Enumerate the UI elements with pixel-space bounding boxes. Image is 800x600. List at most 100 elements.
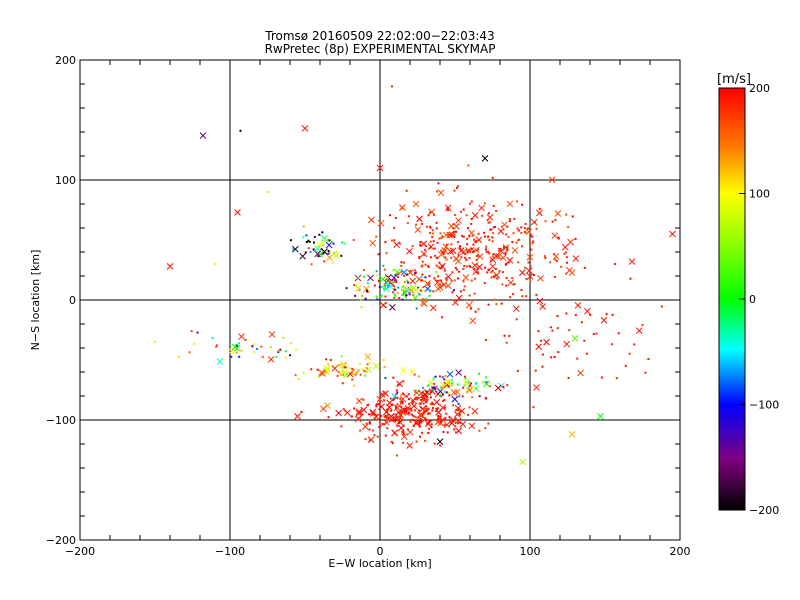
data-point-dot [454, 425, 457, 428]
data-point-dot [605, 313, 608, 316]
data-point-dot [491, 240, 494, 243]
data-point-dot [424, 417, 427, 420]
data-point-dot [420, 276, 423, 279]
data-point-dot [488, 238, 491, 241]
data-point-dot [611, 343, 614, 346]
data-point-dot [535, 227, 538, 230]
data-point-dot [477, 232, 480, 235]
data-point-dot [611, 313, 614, 316]
data-point-dot [394, 413, 397, 416]
data-point-dot [496, 277, 499, 280]
data-point-dot [470, 222, 473, 225]
data-point-dot [466, 251, 469, 254]
data-point-dot [237, 342, 240, 345]
data-point-dot [356, 371, 359, 374]
data-point-dot [400, 414, 403, 417]
data-point-dot [393, 296, 396, 299]
data-point-cross [378, 403, 385, 411]
data-point-dot [505, 233, 508, 236]
data-point-cross [395, 409, 403, 416]
data-point-dot [458, 247, 461, 250]
data-point-dot [556, 314, 559, 317]
data-point-dot [261, 355, 264, 358]
data-point-dot [360, 306, 363, 309]
data-point-dot [525, 278, 528, 281]
data-point-cross [321, 248, 328, 255]
data-point-dot [440, 279, 443, 282]
data-point-dot [414, 409, 417, 412]
data-point-cross [568, 431, 576, 438]
data-point-dot [444, 375, 447, 378]
data-point-dot [343, 242, 346, 245]
data-point-dot [364, 297, 367, 300]
data-point-dot [422, 286, 425, 289]
data-point-dot [414, 416, 417, 419]
data-point-dot [425, 407, 428, 410]
data-point-dot [441, 251, 444, 254]
data-point-cross [238, 333, 245, 340]
data-point-cross [561, 243, 569, 251]
data-point-dot [477, 254, 480, 257]
data-point-dot [376, 435, 379, 438]
data-point-dot [419, 241, 422, 244]
data-point-dot [507, 235, 510, 238]
data-point-dot [282, 336, 285, 339]
data-point-dot [589, 314, 592, 317]
data-point-cross [471, 212, 479, 219]
data-point-dot [402, 431, 405, 434]
data-point-cross [568, 269, 576, 277]
data-point-dot [244, 338, 247, 341]
data-point-dot [555, 260, 558, 263]
data-point-dot [567, 377, 570, 380]
y-tick-label: 100 [55, 174, 76, 187]
data-point-dot [553, 253, 556, 256]
data-point-dot [405, 294, 408, 297]
data-point-dot [592, 333, 595, 336]
data-point-dot [541, 365, 544, 368]
data-point-dot [366, 363, 369, 366]
data-point-dot [527, 261, 530, 264]
data-point-dot [425, 284, 428, 287]
data-point-dot [463, 285, 466, 288]
data-point-dot [363, 370, 366, 373]
data-point-dot [495, 267, 498, 270]
data-point-dot [340, 355, 343, 358]
data-point-dot [389, 397, 392, 400]
data-point-dot [430, 426, 433, 429]
data-point-dot [351, 368, 354, 371]
data-point-cross [437, 189, 445, 197]
data-point-dot [453, 189, 456, 192]
data-point-dot [414, 389, 417, 392]
data-point-dot [269, 346, 272, 349]
data-point-dot [468, 202, 471, 205]
data-point-dot [469, 266, 472, 269]
data-point-cross [376, 395, 384, 403]
data-point-dot [462, 288, 465, 291]
data-point-dot [327, 416, 330, 419]
data-point-dot [400, 393, 403, 396]
data-point-dot [436, 256, 439, 259]
data-point-dot [462, 280, 465, 283]
data-point-dot [554, 218, 557, 221]
data-point-dot [529, 280, 532, 283]
data-point-dot [398, 297, 401, 300]
data-point-dot [379, 424, 382, 427]
data-point-dot [391, 85, 393, 88]
data-point-dot [474, 239, 477, 242]
data-point-dot [417, 397, 420, 400]
data-point-cross [628, 258, 636, 265]
data-point-dot [439, 386, 442, 389]
data-point-cross [326, 254, 333, 261]
data-point-cross [462, 274, 470, 281]
data-point-cross [393, 404, 401, 412]
data-point-dot [428, 420, 431, 423]
data-point-cross [406, 269, 414, 277]
data-point-dot [402, 294, 405, 297]
data-point-dot [343, 366, 346, 369]
data-point-dot [474, 240, 477, 243]
data-point-cross [454, 404, 462, 412]
data-point-dot [524, 222, 527, 225]
data-point-dot [473, 292, 476, 295]
data-point-cross [493, 271, 501, 279]
data-point-dot [429, 211, 432, 214]
